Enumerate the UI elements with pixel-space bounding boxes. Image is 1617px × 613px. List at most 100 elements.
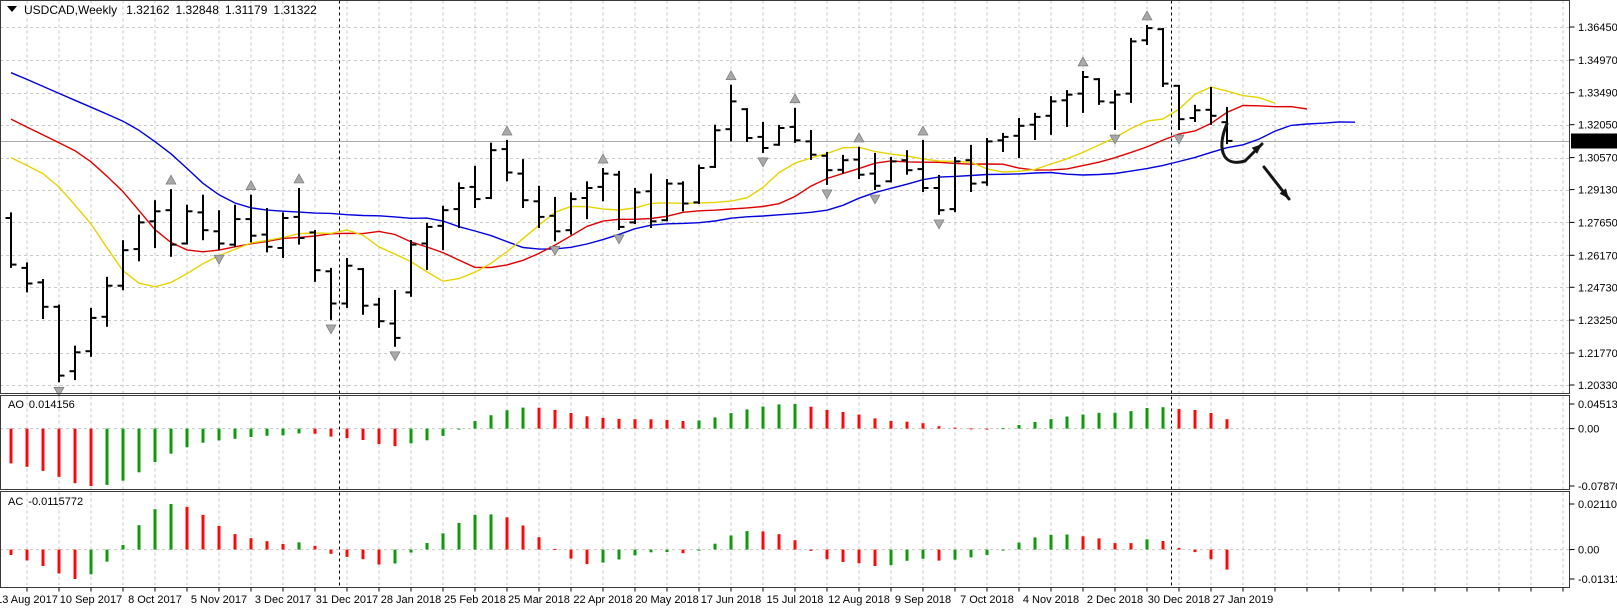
ac-bar <box>809 549 813 551</box>
alligator-lips-line <box>10 86 1276 288</box>
ac-axis-label: 0.0211007 <box>1578 499 1617 511</box>
ao-bar <box>1017 425 1021 429</box>
current-price-badge <box>1571 133 1617 149</box>
ao-bar <box>793 404 797 429</box>
ohlc-bar <box>501 140 513 182</box>
ac-bar <box>617 549 621 560</box>
title-part: USDCAD,Weekly <box>24 3 117 17</box>
ao-bar <box>1225 419 1229 429</box>
ac-bar <box>825 549 829 560</box>
ao-bar <box>905 421 909 429</box>
ao-bar <box>441 428 445 436</box>
chart-title: USDCAD,Weekly 1.32162 1.32848 1.31179 1.3132… <box>24 3 317 17</box>
ac-bar <box>697 549 701 551</box>
ao-bar <box>345 428 349 439</box>
fractal-up-icon <box>1077 56 1089 67</box>
current-price-label: 1.31322 <box>1575 137 1615 149</box>
ao-bar <box>745 409 749 429</box>
ao-bar <box>25 428 29 467</box>
ohlc-bar <box>197 194 209 241</box>
ao-bar <box>217 428 221 441</box>
alligator-lines <box>10 72 1356 288</box>
time-axis-label: 30 Dec 2018 <box>1148 594 1210 606</box>
ao-bar <box>857 414 861 429</box>
ac-bar <box>1065 534 1069 550</box>
ao-bar <box>697 420 701 429</box>
ac-bar <box>905 549 909 561</box>
drawn-annotations[interactable] <box>1220 122 1291 201</box>
price-axis-label: 1.30570 <box>1578 153 1617 165</box>
ohlc-bar <box>1013 118 1025 158</box>
ao-bar <box>1177 409 1181 429</box>
title-bar: USDCAD,Weekly 1.32162 1.32848 1.31179 1.3132… <box>7 3 317 17</box>
ac-bar <box>1017 542 1021 550</box>
ao-bar <box>89 428 93 486</box>
fractal-up-icon <box>853 132 865 143</box>
fractal-up-icon <box>597 153 609 164</box>
ao-bar <box>569 413 573 429</box>
ac-bar <box>137 525 141 550</box>
ac-bar <box>105 549 109 562</box>
ohlc-bar <box>533 185 545 228</box>
symbol-dropdown-icon[interactable] <box>7 6 17 12</box>
price-axis-label: 1.23250 <box>1578 315 1617 327</box>
price-axis-label: 1.21770 <box>1578 348 1617 360</box>
ohlc-bar <box>1125 37 1137 103</box>
ao-bar <box>425 428 429 441</box>
fractal-up-icon <box>293 173 305 184</box>
time-axis-label: 17 Jun 2018 <box>701 594 762 606</box>
ac-bar <box>121 545 125 550</box>
ao-bar <box>73 428 77 484</box>
ac-bar <box>729 535 733 550</box>
ac-bar <box>1097 538 1101 550</box>
ao-bar <box>825 409 829 429</box>
ao-bar <box>761 406 765 429</box>
ao-bar <box>377 428 381 445</box>
ac-bar <box>1033 537 1037 550</box>
fractal-down-icon <box>933 219 945 230</box>
ohlc-bar <box>133 214 145 262</box>
ohlc-bar <box>389 289 401 347</box>
ohlc-bar <box>661 179 673 222</box>
ao-axis[interactable]: 0.045136 0.00 -0.078709 <box>1569 399 1617 493</box>
ac-bar <box>473 514 477 550</box>
title-part: 1.32162 <box>126 3 170 17</box>
ao-bar <box>457 428 461 430</box>
ac-bar <box>841 549 845 562</box>
time-axis-label: 25 Mar 2018 <box>508 594 570 606</box>
ac-axis[interactable]: 0.0211007 0.00 -0.013133 <box>1569 499 1617 586</box>
ohlc-bar <box>277 212 289 258</box>
ao-label: AO <box>8 399 24 411</box>
time-axis-label: 10 Sep 2017 <box>60 594 122 606</box>
ao-bar <box>1193 410 1197 429</box>
curved-arrow-annotation[interactable] <box>1220 122 1247 164</box>
alligator-teeth-line <box>10 104 1308 269</box>
time-axis-label: 31 Dec 2017 <box>316 594 378 606</box>
fractal-down-icon <box>549 245 561 256</box>
time-axis-label: 27 Jan 2019 <box>1213 594 1274 606</box>
ac-bar <box>89 549 93 575</box>
time-axis-label: 3 Dec 2017 <box>255 594 311 606</box>
ao-bar <box>9 428 13 464</box>
ohlc-bar <box>165 189 177 257</box>
ohlc-bar <box>437 205 449 251</box>
price-axis-label: 1.32050 <box>1578 120 1617 132</box>
ao-bar <box>713 417 717 429</box>
ohlc-bar <box>789 107 801 143</box>
ac-bar <box>1161 541 1165 550</box>
ac-histogram <box>0 504 1570 579</box>
price-axis[interactable]: 1.36450 1.34970 1.33490 1.32050 1.30570 1.291… <box>1569 22 1617 392</box>
time-axis-label: 9 Sep 2018 <box>895 594 951 606</box>
ac-bar <box>1049 534 1053 550</box>
title-part: 1.31179 <box>225 3 268 17</box>
ohlc-bar <box>901 150 913 175</box>
ac-bar <box>41 549 45 566</box>
ac-bar <box>345 549 349 557</box>
ao-bar <box>1129 411 1133 429</box>
ao-bar <box>729 413 733 429</box>
ac-bar <box>713 543 717 550</box>
ao-bar <box>553 409 557 429</box>
price-axis-label: 1.29130 <box>1578 185 1617 197</box>
time-axis[interactable]: 13 Aug 2017 10 Sep 2017 8 Oct 2017 5 Nov 20… <box>0 587 1564 607</box>
